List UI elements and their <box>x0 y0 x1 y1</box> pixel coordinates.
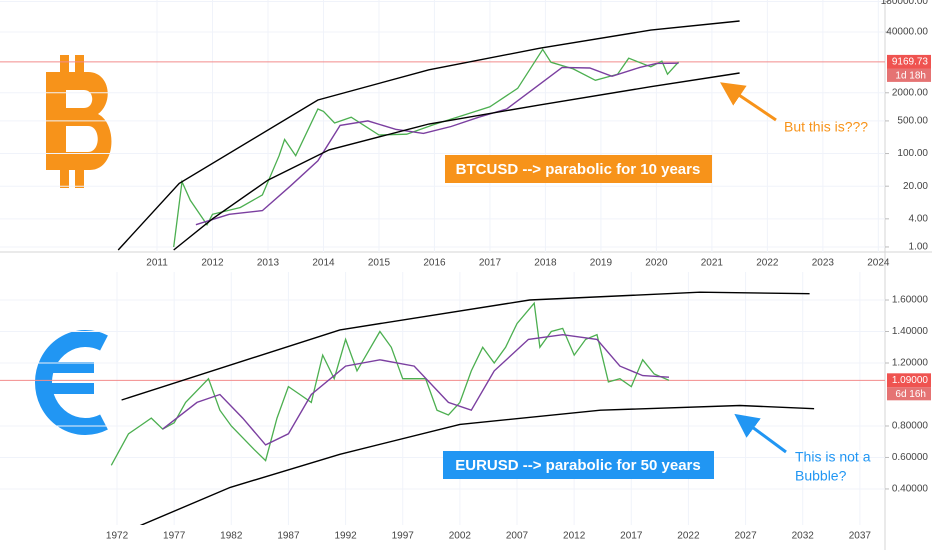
y-tick-label: 20.00 <box>903 181 928 192</box>
x-tick-label: 1987 <box>277 531 300 542</box>
x-tick-label: 2017 <box>479 258 502 269</box>
x-tick-label: 2018 <box>534 258 557 269</box>
y-tick-label: 1.20000 <box>892 358 929 369</box>
x-tick-label: 2020 <box>645 258 668 269</box>
x-tick-label: 2021 <box>701 258 724 269</box>
y-tick-label: 2000.00 <box>892 87 929 98</box>
x-tick-label: 2037 <box>849 531 872 542</box>
y-tick-label: 180000.00 <box>881 0 929 7</box>
x-tick-label: 2002 <box>449 531 472 542</box>
series-line <box>162 333 670 446</box>
plot-area <box>0 20 885 251</box>
y-tick-label: 500.00 <box>897 116 928 127</box>
y-tick-label: 0.80000 <box>892 421 929 432</box>
y-tick-label: 40000.00 <box>886 27 928 38</box>
price-tag <box>887 373 931 388</box>
plot-area <box>0 291 885 525</box>
y-tick-label: 4.00 <box>909 213 929 224</box>
annotation: EURUSD --> parabolic for 50 years <box>455 457 701 474</box>
x-tick-label: 2012 <box>563 531 586 542</box>
x-tick-label: 1982 <box>220 531 243 542</box>
x-tick-label: 2013 <box>257 258 280 269</box>
annotation: Bubble? <box>795 468 847 484</box>
y-tick-label: 100.00 <box>897 148 928 159</box>
x-tick-label: 1997 <box>392 531 415 542</box>
price-tag-label: 1.09000 <box>892 375 929 386</box>
x-tick-label: 2022 <box>677 531 700 542</box>
price-tag <box>887 54 931 69</box>
countdown-tag <box>887 387 931 401</box>
x-tick-label: 2011 <box>146 258 168 269</box>
x-tick-label: 2012 <box>201 258 224 269</box>
annotation: This is not a <box>795 449 871 465</box>
y-tick-label: 0.60000 <box>892 452 929 463</box>
arrow <box>720 82 777 122</box>
annotation-box <box>443 451 714 479</box>
x-tick-label: 2017 <box>620 531 643 542</box>
annotation: But this is??? <box>784 119 868 135</box>
x-tick-label: 2019 <box>590 258 613 269</box>
series-line <box>173 72 740 251</box>
series-line <box>117 20 740 251</box>
countdown-label: 6d 16h <box>895 389 926 400</box>
x-tick-label: 1977 <box>163 531 186 542</box>
x-tick-label: 2024 <box>867 258 890 269</box>
x-tick-label: 2014 <box>312 258 335 269</box>
series-line <box>121 291 810 401</box>
x-tick-label: 1972 <box>106 531 129 542</box>
y-tick-label: 0.40000 <box>892 484 929 495</box>
price-series <box>110 301 670 466</box>
series-line <box>139 404 815 525</box>
annotation: BTCUSD --> parabolic for 10 years <box>456 161 701 178</box>
annotation-box <box>445 155 712 183</box>
y-tick-label: 1.60000 <box>892 295 929 306</box>
x-tick-label: 1992 <box>334 531 357 542</box>
series-line <box>195 62 679 226</box>
price-series <box>173 48 680 248</box>
x-tick-label: 2015 <box>368 258 391 269</box>
x-tick-label: 2022 <box>756 258 779 269</box>
countdown-tag <box>887 68 931 82</box>
x-tick-label: 2016 <box>423 258 446 269</box>
arrow <box>734 413 787 454</box>
price-tag-label: 9169.73 <box>892 57 929 68</box>
countdown-label: 1d 18h <box>895 71 926 82</box>
x-tick-label: 2007 <box>506 531 529 542</box>
y-tick-label: 1.40000 <box>892 326 929 337</box>
x-tick-label: 2032 <box>792 531 815 542</box>
x-tick-label: 2023 <box>812 258 835 269</box>
y-tick-label: 1.00 <box>909 242 929 253</box>
x-tick-label: 2027 <box>734 531 757 542</box>
